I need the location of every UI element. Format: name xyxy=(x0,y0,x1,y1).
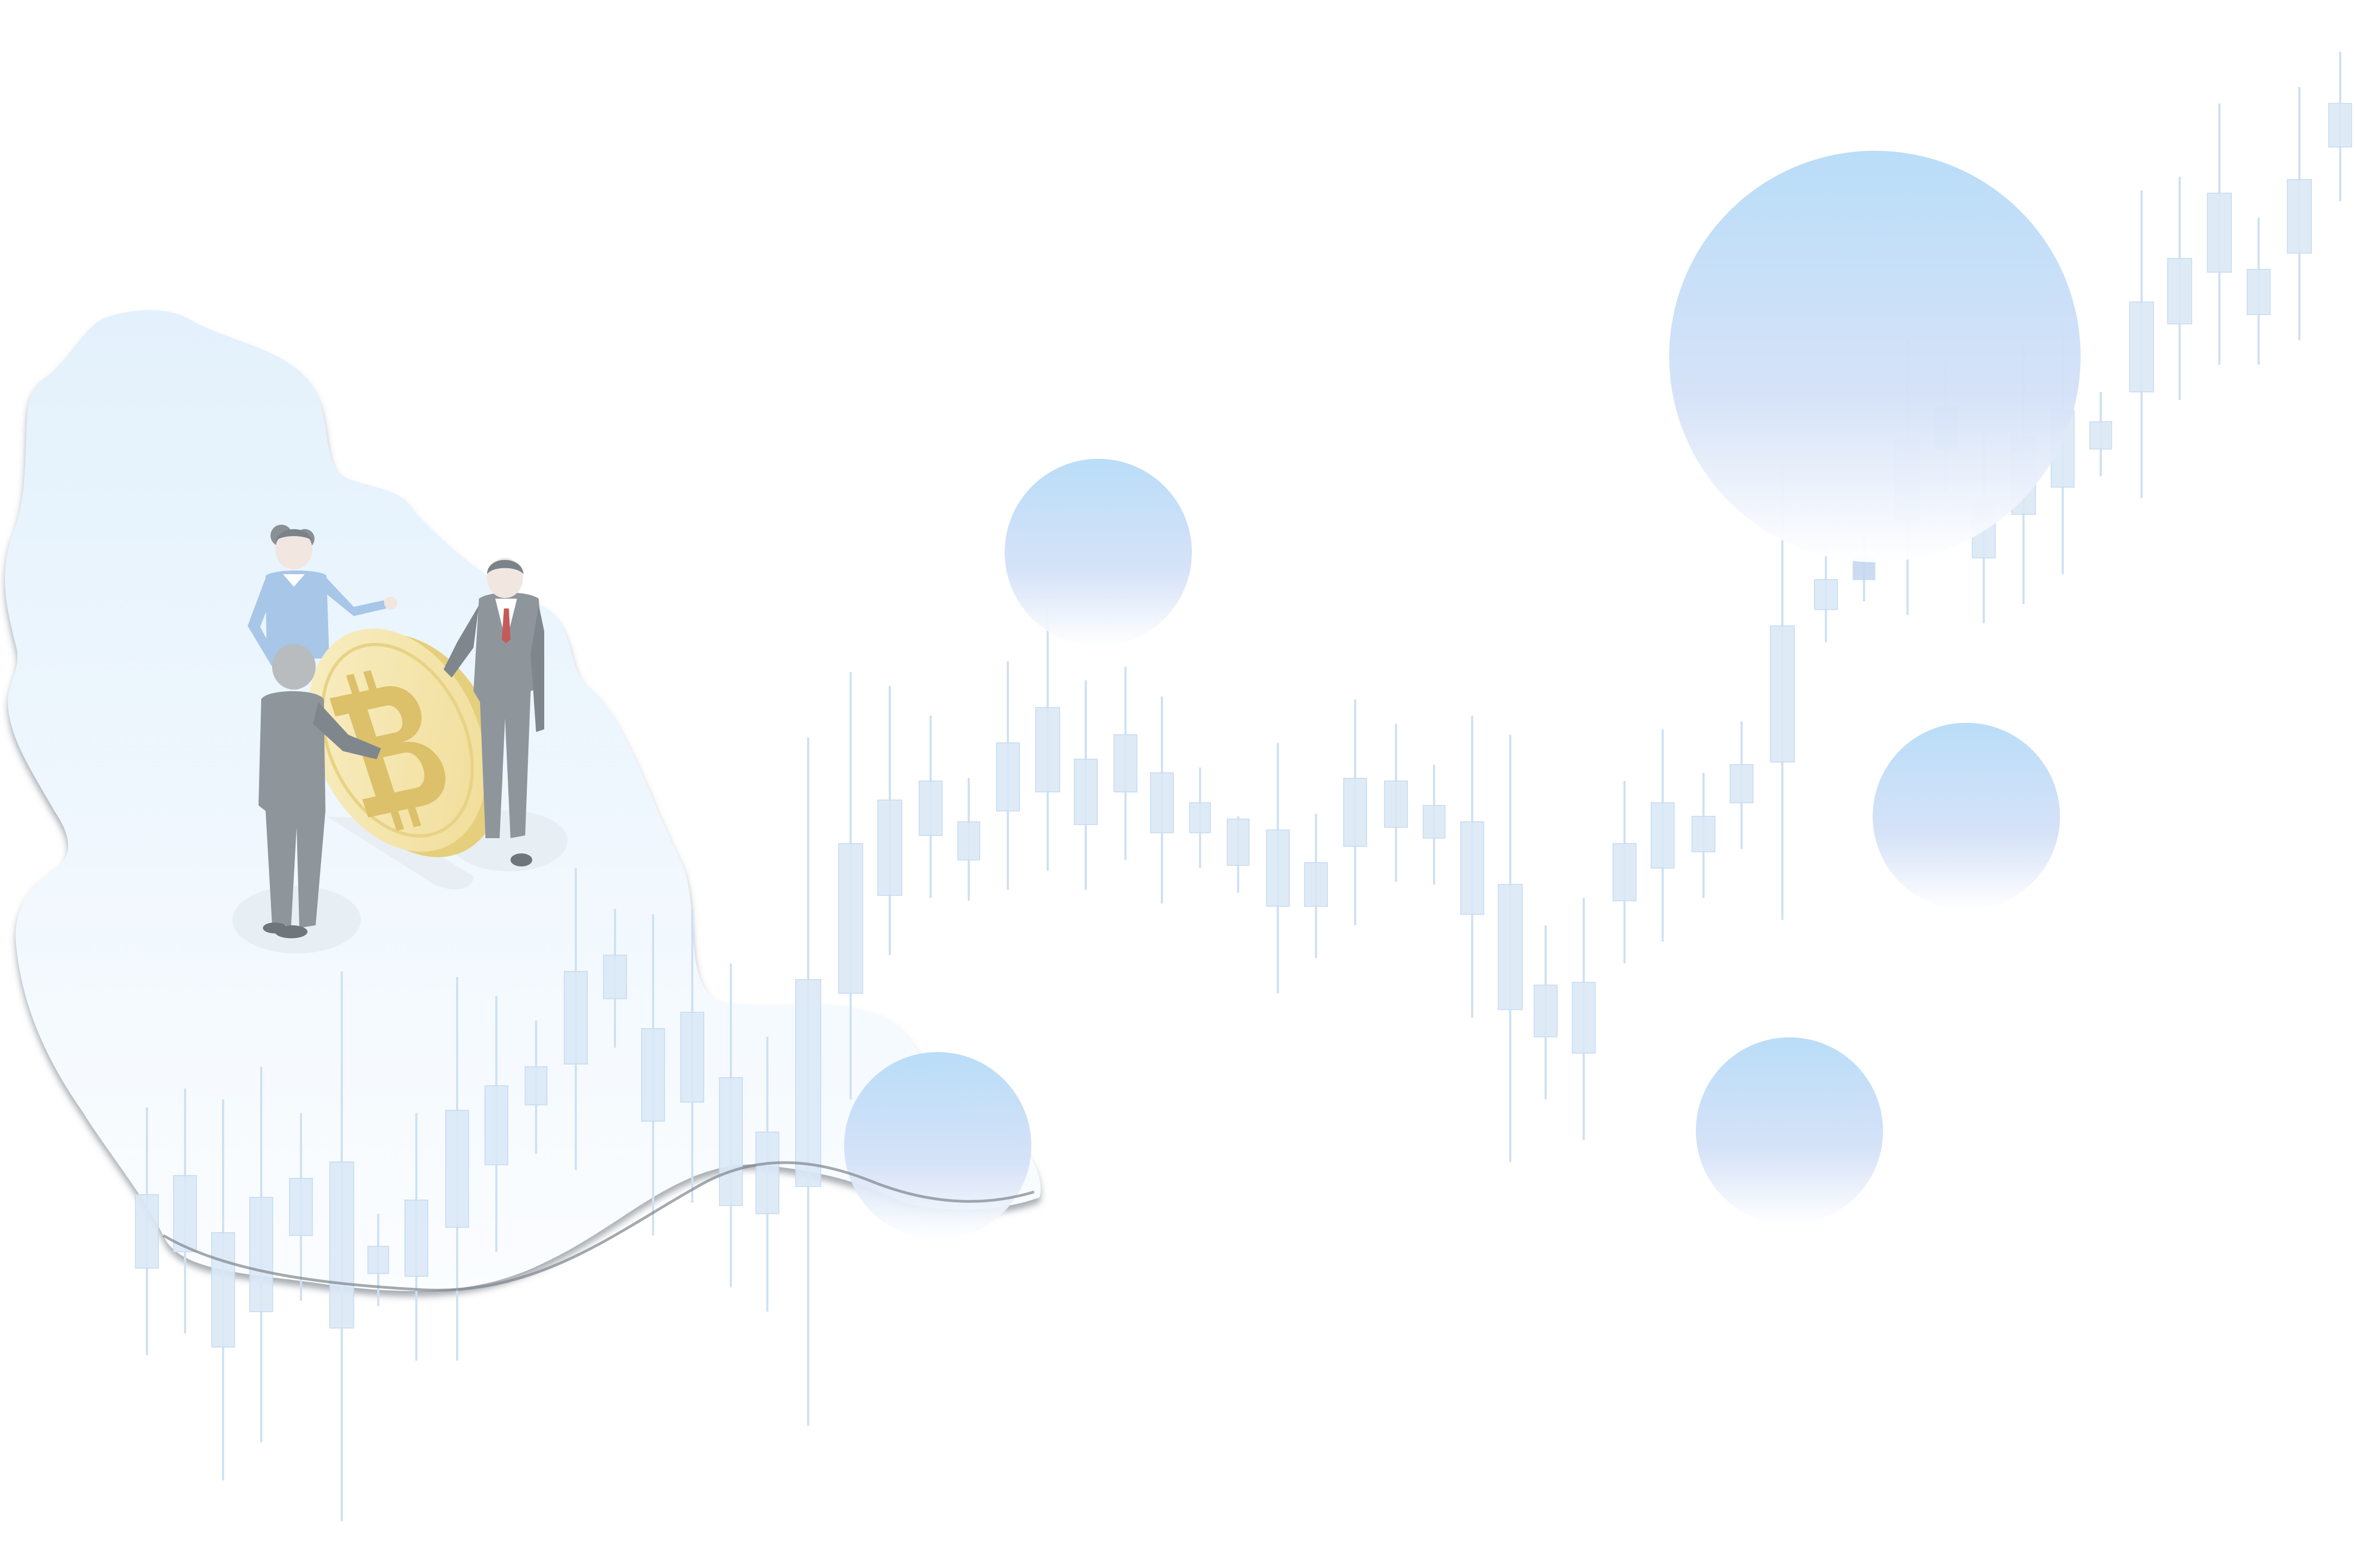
candle-body xyxy=(1691,816,1715,852)
candle-body xyxy=(1189,802,1211,833)
candle-body xyxy=(2167,258,2192,324)
candle-body xyxy=(135,1194,159,1269)
candle-body xyxy=(1074,759,1098,825)
candle-body xyxy=(641,1028,665,1122)
candle-body xyxy=(996,742,1020,811)
candle-body xyxy=(525,1066,548,1105)
candle-body xyxy=(1150,772,1174,833)
candle-body xyxy=(957,821,980,860)
candle-body xyxy=(919,780,943,836)
candle-body xyxy=(795,979,821,1187)
bubble-large xyxy=(1669,151,2081,562)
candle-body xyxy=(249,1197,273,1312)
candle-body xyxy=(1384,780,1408,828)
bubble-bottom-right xyxy=(1696,1037,1883,1225)
candle-body xyxy=(2247,269,2271,315)
candle-body xyxy=(484,1085,508,1165)
candle-body xyxy=(1266,829,1290,907)
candle-body xyxy=(445,1110,469,1228)
bitcoin-coin xyxy=(308,629,503,857)
candle-body xyxy=(755,1132,779,1214)
candle-body xyxy=(1114,734,1137,792)
bubble-medium-left xyxy=(1005,459,1192,646)
wave-line xyxy=(162,1161,1035,1292)
candle-body xyxy=(1304,862,1328,907)
candle-body xyxy=(838,843,863,994)
candle-body xyxy=(1572,982,1596,1054)
bubble-medium-right xyxy=(1873,723,2060,910)
candle-body xyxy=(329,1161,354,1329)
man-front-figure xyxy=(259,644,381,938)
candle-body xyxy=(680,1012,704,1103)
candle-body xyxy=(1460,821,1484,915)
candle-body xyxy=(603,955,627,999)
candle-body xyxy=(1613,843,1637,901)
candle-body xyxy=(173,1175,197,1252)
candle-body xyxy=(2089,421,2112,450)
candle-body xyxy=(564,971,588,1065)
candle-body xyxy=(2328,103,2352,147)
candle-body xyxy=(1730,764,1754,803)
candle-body xyxy=(1343,778,1367,847)
man-suit-figure xyxy=(444,558,544,866)
candle-body xyxy=(404,1200,428,1277)
candle-body xyxy=(1651,802,1675,869)
candle-body xyxy=(1227,819,1250,866)
candle-body xyxy=(367,1246,389,1274)
candle-body xyxy=(289,1178,313,1236)
woman-figure xyxy=(248,525,397,667)
candle-body xyxy=(877,800,902,896)
candle-body xyxy=(1770,625,1795,763)
candle-body xyxy=(719,1077,743,1206)
bubble-bottom-left xyxy=(844,1052,1031,1239)
candle-body xyxy=(1035,707,1060,792)
candle-body xyxy=(1498,884,1523,1010)
candle-body xyxy=(1534,985,1558,1037)
bitcoin-icon xyxy=(329,670,446,831)
candle-body xyxy=(2129,302,2154,392)
candle-body xyxy=(1423,805,1445,839)
candle-body xyxy=(1814,579,1838,610)
candle-body xyxy=(2207,193,2232,273)
bubble-cluster xyxy=(844,151,2081,1239)
team-figures xyxy=(232,525,568,954)
candle-body xyxy=(211,1232,235,1348)
candle-body xyxy=(2287,179,2312,254)
